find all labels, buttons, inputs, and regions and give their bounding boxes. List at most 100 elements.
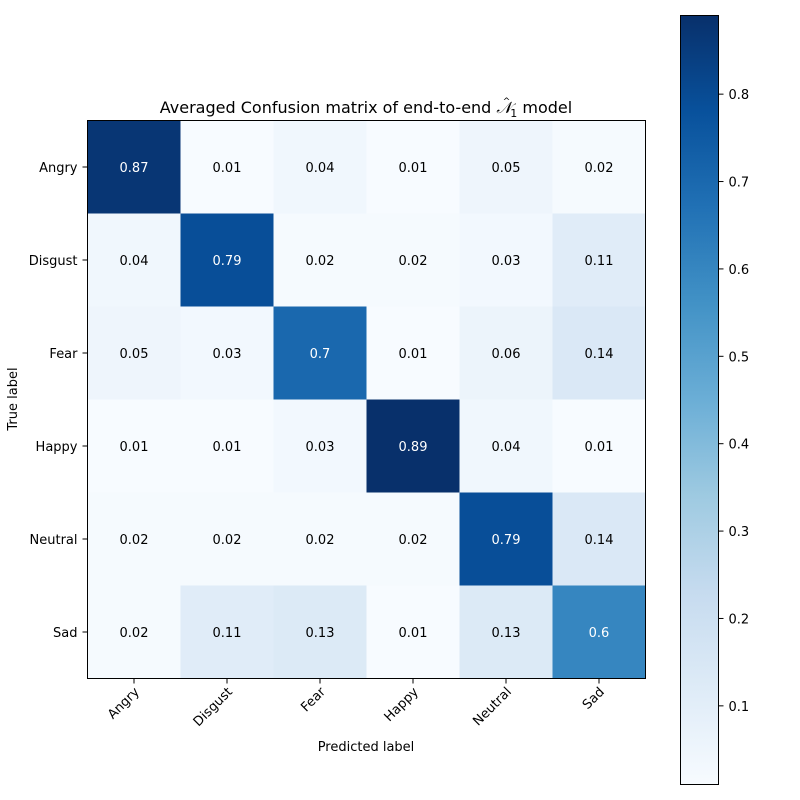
cell-value-label: 0.01 [399,626,428,641]
y-axis-ticks: Angry Disgust Fear Happy Neutral Sad [29,161,88,641]
cell-value-label: 0.13 [306,626,335,641]
cell-value-label: 0.01 [399,347,428,362]
heatmap-cell [87,306,181,400]
heatmap-frame [87,120,646,679]
heatmap-cell [366,213,460,307]
heatmap-cell [87,120,181,214]
cell-value-label: 0.03 [306,440,335,455]
cell-value-label: 0.79 [492,533,521,548]
heatmap-cell [273,306,367,400]
cell-value-label: 0.14 [585,347,614,362]
y-tick-label: Sad [53,626,77,641]
heatmap-cell [366,306,460,400]
chart-title-symbol: 𝒩 [496,98,516,117]
cell-value-label: 0.02 [585,161,614,176]
heatmap-cell [180,492,274,586]
chart-title: Averaged Confusion matrix of end-to-end … [160,97,572,120]
y-tick-label: Angry [39,161,78,176]
cell-value-label: 0.87 [120,161,149,176]
y-tick-label: Happy [36,440,78,455]
heatmap-cell [459,213,553,307]
cell-value-label: 0.02 [120,533,149,548]
heatmap-cell [87,213,181,307]
colorbar-ticks: 0.1 0.2 0.3 0.4 0.5 0.6 0.7 0.8 [718,88,750,715]
heatmap-cell [273,399,367,493]
cell-value-label: 0.01 [213,440,242,455]
y-tick-label: Neutral [30,533,78,548]
colorbar-tick-label: 0.5 [729,350,750,365]
colorbar-tick-label: 0.4 [729,438,750,453]
heatmap-cell [87,492,181,586]
colorbar-tick-label: 0.6 [729,263,750,278]
y-tick-label: Fear [49,347,78,362]
heatmap-cell [552,399,646,493]
cell-value-label: 0.7 [310,347,331,362]
heatmap-cell [366,585,460,679]
cell-value-label: 0.02 [399,533,428,548]
heatmap-cell [552,306,646,400]
heatmap-cell [552,213,646,307]
cell-value-label: 0.03 [492,254,521,269]
heatmap-cell [180,306,274,400]
x-tick-label: Fear [298,684,329,715]
cell-value-label: 0.02 [213,533,242,548]
cell-value-label: 0.04 [306,161,335,176]
cell-value-label: 0.02 [306,254,335,269]
heatmap-cell [87,585,181,679]
cell-value-label: 0.05 [120,347,149,362]
cell-value-label: 0.03 [213,347,242,362]
chart-title-prefix: Averaged Confusion matrix of end-to-end [160,98,497,117]
heatmap-cell [459,492,553,586]
x-tick-label: Disgust [191,685,236,730]
chart-title-subscript: 1 [510,107,517,120]
x-tick-label: Happy [382,685,422,725]
x-tick-label: Angry [105,685,143,723]
chart-title-hat: ^ [503,97,511,107]
heatmap-cell [273,213,367,307]
cell-value-label: 0.02 [399,254,428,269]
heatmap-cell [273,120,367,214]
colorbar-tick-label: 0.2 [729,612,750,627]
heatmap-cell [273,492,367,586]
cell-value-label: 0.14 [585,533,614,548]
cell-value-label: 0.01 [399,161,428,176]
heatmap-cell [180,399,274,493]
chart-title-suffix: model [517,98,572,117]
colorbar-tick-label: 0.8 [729,88,750,103]
heatmap-cell [180,585,274,679]
colorbar [680,15,719,785]
cell-value-label: 0.11 [585,254,614,269]
cell-value-label: 0.01 [120,440,149,455]
cell-value-label: 0.04 [492,440,521,455]
heatmap-cell [459,120,553,214]
cell-value-label: 0.02 [306,533,335,548]
heatmap-cell [459,399,553,493]
heatmap-cell [180,120,274,214]
cell-value-label: 0.89 [399,440,428,455]
heatmap-cell [552,492,646,586]
heatmap-cell [552,585,646,679]
heatmap-cell [459,306,553,400]
y-tick-label: Disgust [29,254,78,269]
heatmap-cell-labels: 0.87 0.01 0.04 0.01 0.05 0.02 0.04 0.79 0.02 0.02… [120,161,614,641]
x-axis-label: Predicted label [318,740,415,755]
heatmap-cell [273,585,367,679]
heatmap-cell [87,399,181,493]
heatmap-cell [366,399,460,493]
cell-value-label: 0.06 [492,347,521,362]
heatmap-cell [366,492,460,586]
cell-value-label: 0.05 [492,161,521,176]
colorbar-tick-label: 0.1 [729,700,750,715]
cell-value-label: 0.01 [585,440,614,455]
colorbar-tick-label: 0.3 [729,525,750,540]
cell-value-label: 0.02 [120,626,149,641]
heatmap-cell [459,585,553,679]
heatmap-cell [366,120,460,214]
cell-value-label: 0.79 [213,254,242,269]
cell-value-label: 0.6 [589,626,610,641]
cell-value-label: 0.11 [213,626,242,641]
cell-value-label: 0.13 [492,626,521,641]
heatmap-cells [87,120,646,679]
y-axis-label: True label [6,367,21,431]
